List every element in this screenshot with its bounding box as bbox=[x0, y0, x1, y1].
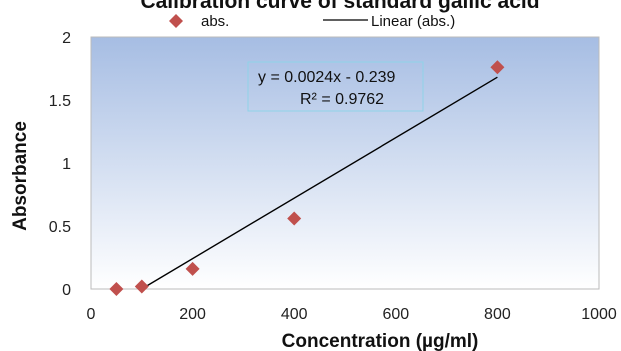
legend: abs. Linear (abs.) bbox=[169, 13, 455, 30]
data-point bbox=[287, 211, 302, 226]
trendline-equation: y = 0.0024x - 0.239 bbox=[258, 69, 396, 86]
data-points bbox=[109, 60, 505, 296]
data-point bbox=[185, 261, 200, 276]
legend-label-abs: abs. bbox=[201, 13, 229, 30]
y-tick-label: 0 bbox=[62, 282, 71, 299]
data-point bbox=[134, 279, 149, 294]
y-axis-title: Absorbance bbox=[10, 121, 31, 231]
plot-area bbox=[90, 36, 600, 290]
x-tick-label: 200 bbox=[179, 306, 206, 323]
trendline-r-squared: R² = 0.9762 bbox=[300, 91, 384, 108]
data-point bbox=[490, 60, 505, 75]
y-tick-label: 1.5 bbox=[49, 93, 71, 110]
y-tick-label: 2 bbox=[62, 30, 71, 47]
y-axis-ticks: 0 0.5 1 1.5 2 bbox=[49, 30, 71, 299]
x-tick-label: 600 bbox=[382, 306, 409, 323]
x-tick-label: 800 bbox=[484, 306, 511, 323]
x-tick-label: 1000 bbox=[581, 306, 617, 323]
data-point bbox=[109, 282, 124, 296]
legend-marker-abs bbox=[169, 14, 183, 28]
x-axis-title: Concentration (µg/ml) bbox=[282, 331, 479, 351]
trendline bbox=[141, 76, 498, 290]
y-tick-label: 1 bbox=[62, 156, 71, 173]
y-tick-label: 0.5 bbox=[49, 219, 71, 236]
equation-box-frame bbox=[247, 61, 424, 112]
x-axis-ticks: 0 200 400 600 800 1000 bbox=[87, 306, 617, 323]
equation-box: y = 0.0024x - 0.239 R² = 0.9762 bbox=[247, 61, 424, 112]
x-tick-label: 400 bbox=[281, 306, 308, 323]
legend-label-linear: Linear (abs.) bbox=[371, 13, 455, 30]
x-tick-label: 0 bbox=[87, 306, 96, 323]
chart-title: Calibration curve of standard gallic aci… bbox=[140, 0, 539, 13]
